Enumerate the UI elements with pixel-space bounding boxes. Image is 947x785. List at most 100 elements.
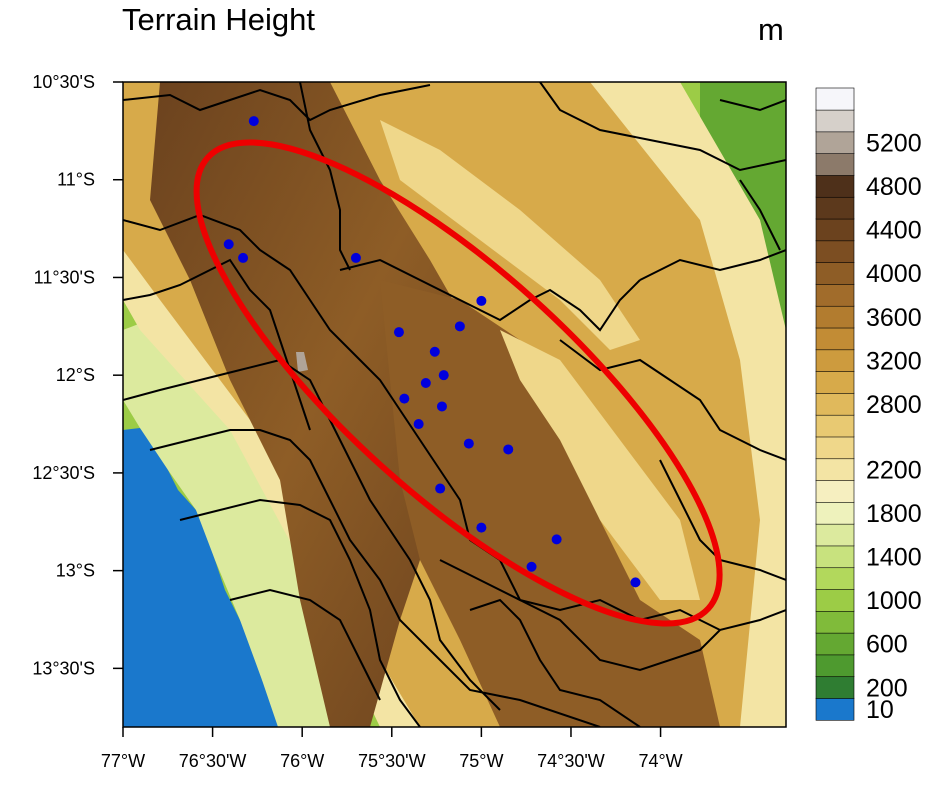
station-marker <box>630 577 641 588</box>
boundary-line <box>539 82 786 172</box>
station-marker <box>420 378 431 388</box>
colorbar-swatch <box>815 436 855 460</box>
station-marker <box>399 393 410 404</box>
colorbar-swatch <box>815 588 855 612</box>
station-marker <box>223 239 234 250</box>
colorbar-label: 4800 <box>866 173 922 201</box>
boundary-line <box>739 179 781 251</box>
colorbar-swatch <box>815 305 855 329</box>
station-marker <box>438 370 449 381</box>
colorbar-swatch <box>815 327 855 351</box>
colorbar-label: 1400 <box>866 544 922 572</box>
y-tick-label: 12°S <box>56 365 95 385</box>
coastal-belt <box>123 300 360 727</box>
colorbar-swatch <box>815 109 855 133</box>
mantaro-valley <box>500 330 700 600</box>
highlight-ellipse <box>193 139 723 627</box>
map-title: Terrain Height <box>122 2 315 37</box>
colorbar-swatch <box>815 371 855 394</box>
colorbar-swatch <box>815 153 855 176</box>
colorbar-swatch <box>815 392 855 416</box>
x-tick-label: 76°30'W <box>179 751 247 771</box>
colorbar-swatch <box>815 131 855 154</box>
colorbar <box>815 87 855 721</box>
boundary-line <box>123 258 311 431</box>
colorbar-swatch <box>815 523 855 547</box>
boundary-line <box>439 559 786 632</box>
colorbar-swatch <box>815 697 855 721</box>
station-markers <box>223 116 641 588</box>
colorbar-swatch <box>815 349 855 372</box>
colorbar-swatch <box>815 240 855 263</box>
colorbar-label: 3600 <box>866 304 922 332</box>
colorbar-label: 5200 <box>866 129 922 157</box>
station-marker <box>436 401 447 412</box>
station-marker <box>476 295 487 306</box>
colorbar-label: 1000 <box>866 587 922 615</box>
x-axis: 77°W 76°30'W 76°W 75°30'W 75°W 74°30'W 74°W <box>101 727 683 771</box>
colorbar-swatch <box>815 218 855 242</box>
station-marker <box>526 561 537 572</box>
colorbar-swatch <box>815 174 855 198</box>
station-marker <box>429 346 440 357</box>
boundary-line <box>719 99 786 112</box>
colorbar-swatch <box>815 654 855 678</box>
colorbar-label: 1800 <box>866 500 922 528</box>
y-tick-label: 13°S <box>56 561 95 581</box>
terrain-layer <box>123 82 786 727</box>
y-tick-label: 10°30'S <box>32 72 95 92</box>
colorbar-label: 4400 <box>866 217 922 245</box>
station-marker <box>248 116 259 127</box>
y-tick-label: 12°30'S <box>32 463 95 483</box>
boundary-line <box>659 459 786 581</box>
boundary-line <box>123 213 721 672</box>
colorbar-swatch <box>815 196 855 220</box>
snow-peak <box>296 352 308 372</box>
colorbar-label: 3200 <box>866 347 922 375</box>
colorbar-swatch <box>815 458 855 481</box>
boundary-line <box>229 588 381 701</box>
colorbar-swatch <box>815 501 855 525</box>
central-highlands <box>380 280 720 727</box>
colorbar-swatch <box>815 283 855 307</box>
boundary-line <box>469 598 641 727</box>
boundary-line <box>149 429 601 727</box>
station-marker <box>551 534 562 545</box>
colorbar-label: 4000 <box>866 260 922 288</box>
x-tick-label: 75°30'W <box>358 751 426 771</box>
boundary-line <box>179 498 421 727</box>
y-tick-label: 11°30'S <box>34 267 95 287</box>
station-marker <box>238 252 249 263</box>
boundary-line <box>339 258 641 332</box>
unit-label: m <box>758 12 784 47</box>
station-marker <box>435 483 446 494</box>
x-tick-label: 77°W <box>101 751 145 771</box>
colorbar-swatch <box>815 87 855 111</box>
colorbar-swatch <box>815 610 855 634</box>
y-axis: 10°30'S 11°S 11°30'S 12°S 12°30'S 13°S 13°30'S <box>32 72 123 678</box>
station-marker <box>413 419 424 430</box>
colorbar-swatch <box>815 414 855 438</box>
boundary-line <box>123 358 501 711</box>
x-tick-label: 74°W <box>638 751 682 771</box>
ocean <box>123 428 278 727</box>
northern-valley <box>380 120 640 350</box>
boundary-line <box>639 249 786 281</box>
station-marker <box>503 444 514 455</box>
x-tick-label: 75°W <box>459 751 503 771</box>
colorbar-label: 10 <box>866 696 894 724</box>
station-marker <box>454 321 465 332</box>
station-marker <box>476 522 487 533</box>
colorbar-swatch <box>815 676 855 699</box>
colorbar-label: 200 <box>866 674 908 702</box>
colorbar-swatch <box>815 262 855 285</box>
x-tick-label: 76°W <box>280 751 324 771</box>
station-marker <box>393 327 404 338</box>
basin-boundaries <box>123 82 786 727</box>
colorbar-swatch <box>815 479 855 503</box>
y-tick-label: 13°30'S <box>32 658 95 678</box>
colorbar-label: 2200 <box>866 456 922 484</box>
colorbar-label: 600 <box>866 631 908 659</box>
